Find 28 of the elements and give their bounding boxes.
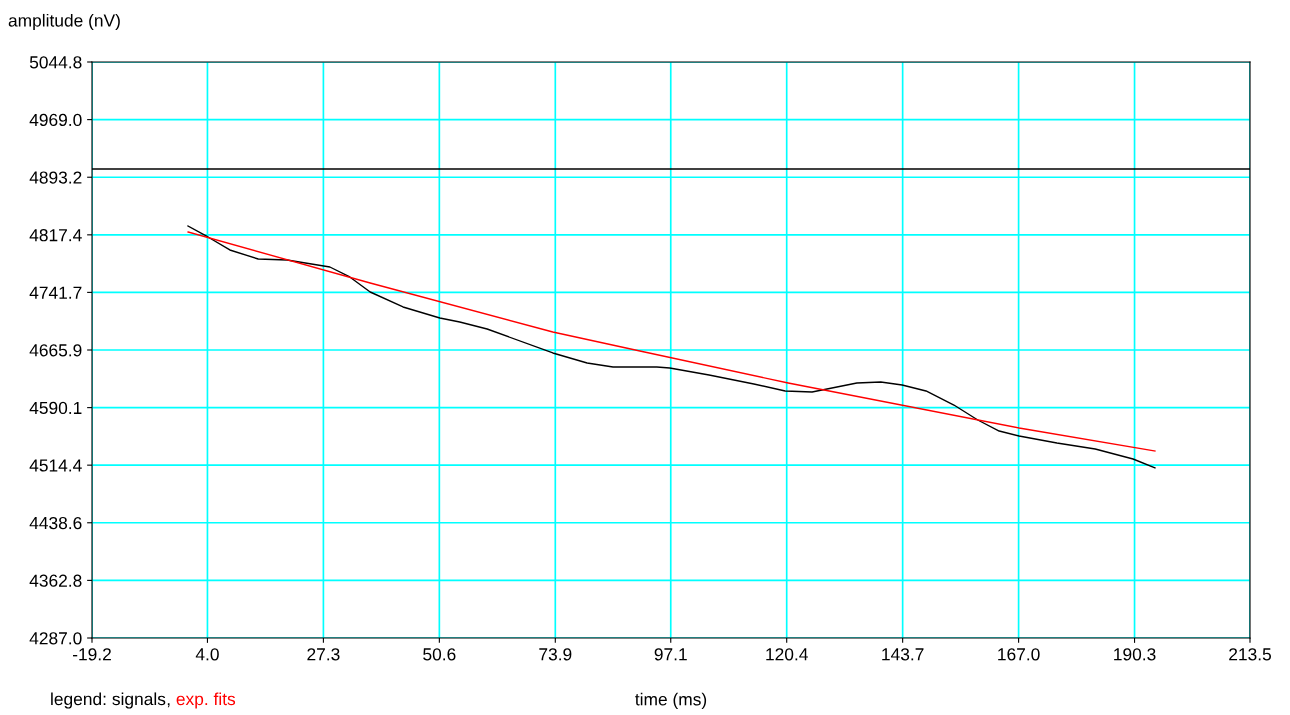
y-tick-label: 4514.4	[29, 459, 82, 472]
x-axis-title: time (ms)	[635, 692, 707, 709]
text: exp. fits	[176, 692, 236, 709]
y-tick-label: 4665.9	[29, 344, 82, 357]
y-tick-label: 4590.1	[29, 401, 82, 415]
y-tick-label: 4969.0	[29, 113, 82, 127]
x-tick-label: 4.0	[195, 648, 219, 661]
x-tick-label: 50.6	[423, 648, 456, 661]
y-tick-label: 4287.0	[29, 632, 82, 645]
x-tick-label: 27.3	[307, 648, 340, 661]
x-tick-label: 73.9	[539, 648, 572, 661]
x-tick-label: 167.0	[998, 648, 1040, 661]
y-tick-label: 4438.6	[29, 516, 82, 530]
y-tick-label: 4893.2	[29, 171, 82, 184]
y-tick-label: 4741.7	[29, 286, 82, 299]
y-tick-label: 4817.4	[29, 229, 82, 242]
x-tick-label: 120.4	[766, 648, 808, 661]
y-tick-label: 5044.8	[29, 56, 82, 69]
y-tick-label: 4362.8	[29, 574, 82, 587]
y-axis-title: amplitude (nV)	[8, 13, 120, 31]
x-tick-label: 143.7	[882, 648, 924, 661]
x-tick-label: 97.1	[654, 648, 687, 661]
x-tick-label: 190.3	[1114, 648, 1156, 661]
legend-title: legend:	[51, 692, 106, 709]
text: ,	[167, 703, 170, 708]
text: signals	[112, 692, 166, 709]
x-tick-label: -19.2	[72, 648, 111, 661]
x-tick-label: 213.5	[1229, 648, 1271, 661]
